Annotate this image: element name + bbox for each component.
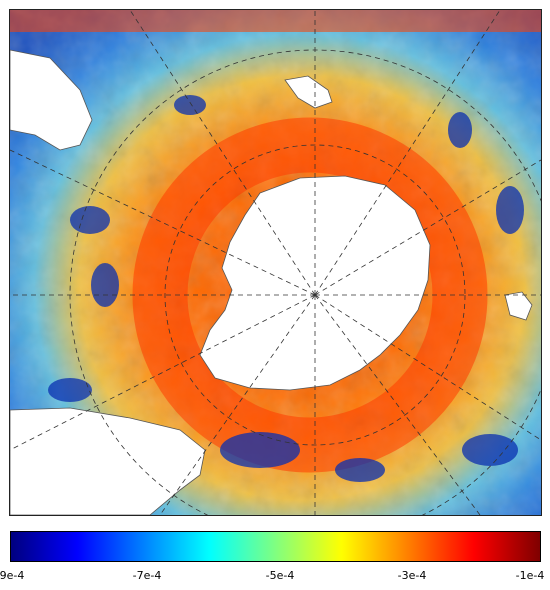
polar-map bbox=[10, 10, 541, 515]
colorbar-tick-label: -7e-4 bbox=[132, 569, 162, 582]
ice-shelf-island bbox=[284, 75, 333, 109]
blue-eddy-patches bbox=[48, 95, 524, 482]
small-island bbox=[504, 291, 533, 321]
colorbar-tick-label: -1e-4 bbox=[515, 569, 545, 582]
africa bbox=[10, 49, 93, 151]
south-america bbox=[10, 407, 206, 515]
colorbar-tick-label: -5e-4 bbox=[265, 569, 295, 582]
colorbar-tick-label: -9e-4 bbox=[0, 569, 25, 582]
map-panel bbox=[9, 9, 542, 516]
graticule bbox=[10, 10, 541, 515]
land-masses bbox=[10, 49, 533, 515]
colorbar-tick-label: -3e-4 bbox=[397, 569, 427, 582]
colorbar bbox=[10, 531, 541, 562]
top-strip bbox=[10, 10, 541, 32]
